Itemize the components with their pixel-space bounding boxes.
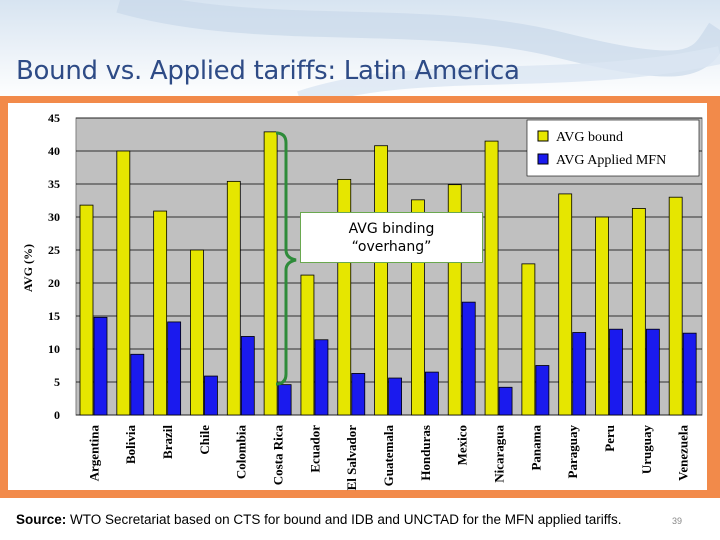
bars (79, 131, 697, 416)
bar-avg-applied (535, 365, 550, 416)
bar-avg-applied (277, 384, 292, 416)
x-tick-label: El Salvador (344, 425, 359, 491)
bar-avg-applied (425, 371, 439, 416)
x-tick-label: Guatemala (381, 425, 396, 487)
bar-avg-applied (204, 375, 218, 416)
y-tick-label: 15 (48, 309, 60, 323)
legend-box (526, 119, 700, 177)
x-tick-label: Argentina (86, 425, 101, 482)
overhang-callout: AVG binding “overhang” (300, 212, 483, 263)
bar-avg-bound (226, 180, 241, 416)
legend-swatch-bound (537, 130, 549, 142)
bar-avg-bound (374, 145, 388, 416)
bar-avg-bound (263, 131, 278, 416)
bar-avg-applied (609, 328, 623, 416)
x-tick-label: Colombia (234, 425, 249, 480)
bar-avg-bound (521, 263, 536, 416)
y-tick-label: 35 (48, 177, 60, 191)
x-tick-label: Brazil (160, 425, 175, 459)
x-tick-label: Bolivia (123, 425, 138, 465)
bar-avg-bound (484, 140, 499, 416)
bar-avg-bound (595, 216, 609, 416)
x-tick-label: Uruguay (639, 425, 654, 475)
overhang-brace (275, 131, 297, 386)
y-tick-label: 25 (48, 243, 60, 257)
x-tick-label: Panama (528, 425, 543, 471)
legend-swatch-applied (537, 153, 549, 165)
title-band (0, 0, 720, 100)
y-tick-label: 5 (54, 375, 60, 389)
y-tick-label: 40 (48, 144, 60, 158)
y-tick-label: 30 (48, 210, 60, 224)
bar-avg-bound (668, 196, 683, 416)
bar-avg-bound (631, 208, 646, 416)
bar-avg-applied (388, 377, 402, 416)
y-tick-label: 0 (54, 408, 60, 422)
bar-avg-applied (498, 386, 513, 416)
bar-avg-bound (153, 210, 168, 416)
x-tick-label: Venezuela (676, 425, 691, 481)
y-axis-label: AVG (%) (21, 244, 35, 292)
source-text: WTO Secretariat based on CTS for bound a… (66, 512, 622, 527)
bar-avg-applied (314, 339, 329, 416)
bar-avg-applied (240, 336, 255, 416)
x-tick-label: Chile (197, 425, 212, 455)
source-note: Source: WTO Secretariat based on CTS for… (16, 512, 622, 527)
bar-avg-applied (130, 353, 145, 416)
bar-avg-bound (190, 249, 204, 416)
y-tick-label: 45 (48, 111, 60, 125)
page-number: 39 (672, 516, 683, 526)
x-tick-labels: Argentina Bolivia Brazil Chile Colombia Costa… (86, 425, 690, 491)
decorative-swirl (116, 0, 720, 100)
x-tick-label: Peru (602, 425, 617, 452)
bar-avg-applied (645, 328, 660, 416)
bar-avg-applied (572, 332, 587, 416)
x-tick-label: Mexico (455, 425, 470, 465)
source-label: Source: (16, 512, 67, 527)
bar-avg-applied (682, 332, 697, 416)
bar-avg-bound (116, 150, 131, 416)
callout-line1: AVG binding (348, 221, 435, 237)
x-tick-label: Nicaragua (491, 425, 506, 483)
bar-avg-applied (351, 373, 366, 416)
slide-title: Bound vs. Applied tariffs: Latin America (16, 56, 520, 86)
bar-avg-bound (79, 204, 94, 416)
y-tick-labels: 0 5 10 15 20 25 30 35 40 45 (48, 111, 60, 422)
bar-avg-applied (461, 301, 476, 416)
bar-avg-bound (300, 274, 315, 416)
x-tick-label: Ecuador (307, 425, 322, 473)
bar-avg-bound (558, 193, 573, 416)
x-tick-label: Honduras (418, 425, 433, 481)
legend-label-applied: AVG Applied MFN (556, 153, 666, 168)
x-tick-label: Paraguay (565, 425, 580, 479)
legend-label-bound: AVG bound (556, 130, 623, 145)
bar-avg-applied (93, 316, 108, 416)
legend: AVG bound AVG Applied MFN (526, 119, 700, 177)
bar-avg-applied (167, 321, 182, 416)
x-tick-label: Costa Rica (271, 425, 286, 486)
y-tick-label: 20 (48, 276, 60, 290)
y-tick-label: 10 (48, 342, 60, 356)
callout-line2: “overhang” (351, 239, 432, 255)
